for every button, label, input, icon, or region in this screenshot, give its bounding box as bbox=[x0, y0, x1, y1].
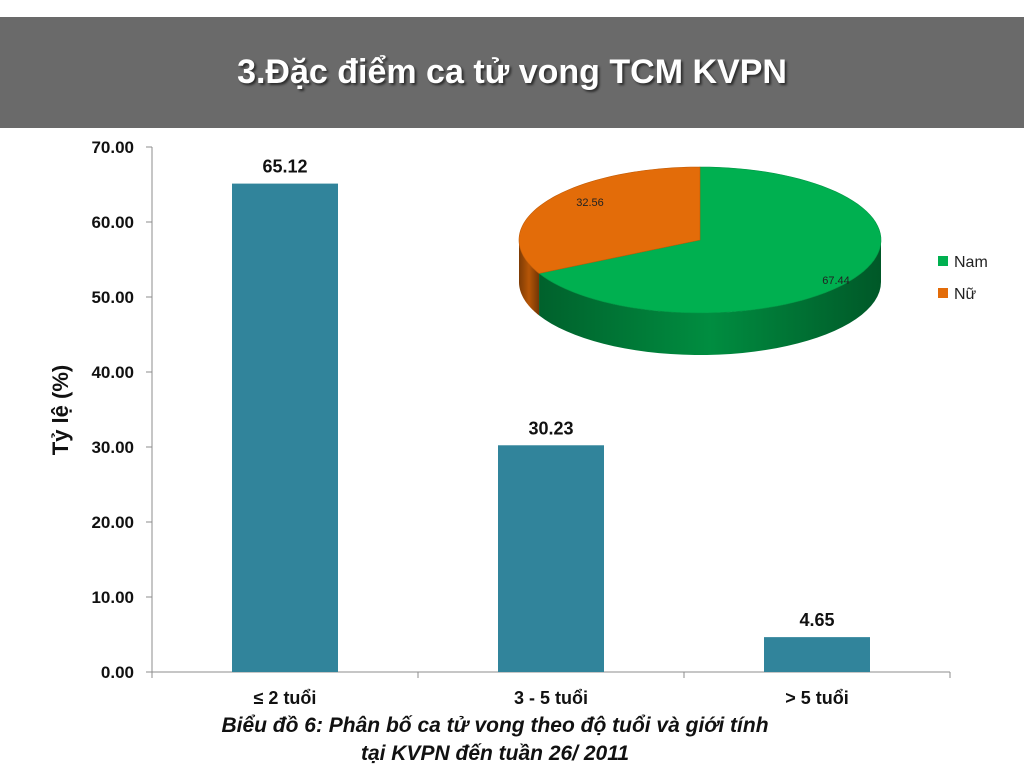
bar bbox=[498, 445, 604, 672]
pie-slice-side bbox=[519, 240, 540, 316]
y-tick-label: 10.00 bbox=[91, 588, 134, 607]
y-tick-label: 60.00 bbox=[91, 213, 134, 232]
pie-slice-side bbox=[539, 240, 881, 355]
bar bbox=[764, 637, 870, 672]
pie-value-label: 32.56 bbox=[576, 197, 604, 209]
title-bar bbox=[0, 17, 1024, 128]
bar bbox=[232, 183, 338, 672]
legend-label: Nam bbox=[954, 254, 988, 271]
legend-swatch bbox=[938, 256, 948, 266]
bar-value-label: 4.65 bbox=[799, 610, 834, 630]
pie-slice bbox=[538, 166, 882, 314]
y-axis-ticks: 0.00 10.00 20.00 30.00 40.00 50.00 60.00 70.00 bbox=[91, 138, 152, 682]
bar-series: 65.12 30.23 4.65 bbox=[232, 157, 870, 672]
y-tick-label: 70.00 bbox=[91, 138, 134, 157]
y-axis-label: Tỷ lệ (%) bbox=[48, 365, 73, 455]
pie-value-label: 67.44 bbox=[822, 275, 850, 287]
y-tick-label: 30.00 bbox=[91, 438, 134, 457]
caption-line-2: tại KVPN đến tuần 26/ 2011 bbox=[360, 742, 630, 765]
y-tick-label: 50.00 bbox=[91, 288, 134, 307]
slide-title: 3.Đặc điểm ca tử vong TCM KVPN bbox=[237, 53, 787, 91]
chart-caption: Biểu đồ 6: Phân bố ca tử vong theo độ tu… bbox=[130, 712, 860, 768]
y-tick-label: 20.00 bbox=[91, 513, 134, 532]
bar-value-label: 65.12 bbox=[262, 157, 307, 177]
x-tick-label: 3 - 5 tuổi bbox=[514, 688, 588, 708]
x-axis-ticks: ≤ 2 tuổi 3 - 5 tuổi > 5 tuổi bbox=[151, 672, 951, 708]
y-tick-label: 40.00 bbox=[91, 363, 134, 382]
bar-value-label: 30.23 bbox=[528, 418, 573, 438]
legend-swatch bbox=[938, 288, 948, 298]
pie-chart: 67.44 32.56 bbox=[518, 166, 882, 355]
caption-line-1: Biểu đồ 6: Phân bố ca tử vong theo độ tu… bbox=[221, 714, 769, 737]
legend-label: Nữ bbox=[954, 286, 977, 303]
x-tick-label: > 5 tuổi bbox=[785, 688, 849, 708]
y-tick-label: 0.00 bbox=[101, 663, 134, 682]
pie-slice bbox=[518, 166, 701, 274]
pie-legend: Nam Nữ bbox=[938, 254, 988, 303]
x-tick-label: ≤ 2 tuổi bbox=[254, 688, 317, 708]
